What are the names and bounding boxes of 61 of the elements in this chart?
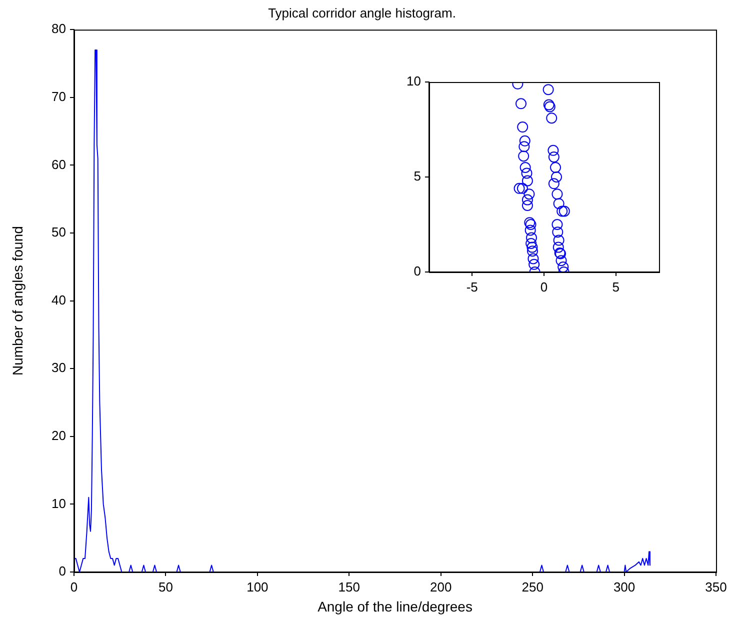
y-tick-label: 5 [414,168,421,184]
x-tick-label: 50 [158,579,173,594]
y-tick-label: 30 [52,360,66,376]
point [526,242,538,253]
point [552,188,563,200]
x-axis-title: Angle of the line/degrees [318,598,472,614]
y-tick-label: 60 [52,156,66,172]
point [528,253,539,264]
point [516,182,528,194]
point [553,234,564,246]
point [556,255,567,266]
x-tick-label: 100 [246,579,268,594]
point [548,144,559,156]
y-tick-label: 10 [406,74,421,89]
point [528,258,540,270]
point [522,175,533,186]
x-tick-label: 0 [540,279,548,294]
point [553,198,564,210]
y-axis-title: Number of angles found [9,226,26,376]
y-tick-label: 70 [52,88,66,104]
point [526,232,537,244]
point [519,135,530,146]
point [552,226,564,238]
y-tick-label: 0 [414,264,421,279]
x-tick-label: 200 [430,579,452,594]
y-tick-label: 10 [52,496,66,511]
point [524,224,536,236]
x-tick-label: 250 [522,579,544,594]
point [524,188,535,200]
chart-title: Typical corridor angle histogram. [268,5,456,20]
x-tick-label: 300 [613,579,636,594]
y-tick-label: 0 [58,564,66,579]
point [518,150,530,162]
x-tick-label: 350 [705,579,727,594]
point [548,152,560,163]
y-tick-label: 40 [52,292,66,308]
x-tick-label: 5 [612,279,620,294]
point [520,162,531,173]
point [551,172,562,182]
x-tick-label: 150 [338,579,360,594]
point [548,178,560,190]
point [527,246,538,257]
point [552,242,564,253]
point [516,98,526,110]
y-tick-label: 20 [52,428,66,443]
point [542,84,554,96]
point [522,200,533,211]
y-tick-label: 80 [52,21,66,36]
point [522,194,533,206]
point [526,238,537,249]
point [517,122,528,133]
point [550,162,561,173]
x-tick-label: -5 [466,279,478,294]
x-tick-label: 0 [70,579,78,594]
point [518,141,530,152]
point [558,262,569,272]
point [552,219,563,230]
point [546,112,558,124]
point [514,182,525,194]
point [521,168,532,179]
y-tick-label: 50 [52,224,66,240]
